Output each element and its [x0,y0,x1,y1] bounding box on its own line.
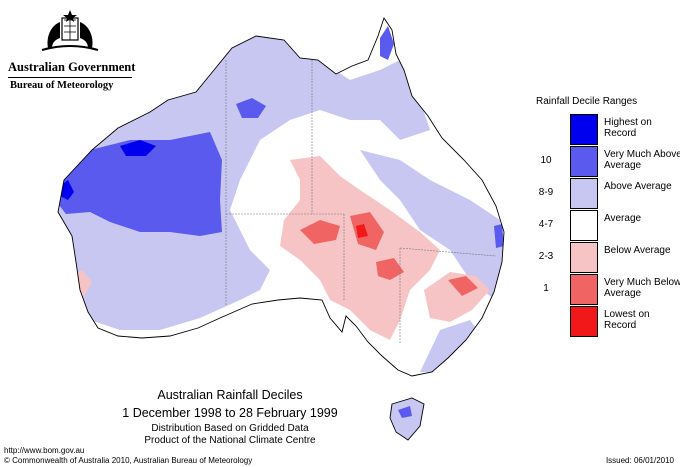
copyright-notice: © Commonwealth of Australia 2010, Austra… [4,456,253,465]
map-title: Australian Rainfall Deciles [157,388,303,402]
legend-item-very-much-below-average: 1 Very Much Below Average [530,274,680,306]
very-much-above-average-north-blob [236,98,266,118]
legend-label: Below Average [604,245,671,256]
legend-label: Highest on Record [604,117,652,139]
legend-label: Very Much Below Average [604,277,680,299]
legend-range: 4-7 [538,219,554,230]
legend-swatch [570,210,598,241]
website-link[interactable]: http://www.bom.gov.au [4,446,85,455]
state-borders [225,60,497,344]
bureau-name: Bureau of Meteorology [10,80,114,91]
map-subtitle-line-1: Distribution Based on Gridded Data [151,423,309,434]
tasmania [389,397,425,441]
government-logo-block: Australian Government Bureau of Meteorol… [0,0,140,100]
coat-of-arms-icon [41,10,99,51]
above-average-region-north [58,30,430,330]
very-much-below-average-central [300,220,340,244]
very-much-below-average-gulf [340,344,362,366]
map-subtitle-line-2: Product of the National Climate Centre [144,435,316,446]
highest-on-record-kimberley [120,140,156,156]
map-subtitle: Distribution Based on Gridded Data Produ… [110,423,350,447]
government-name: Australian Government [8,60,136,74]
legend-swatch [570,178,598,209]
very-much-above-average-capeyork [380,26,394,60]
legend-swatch [570,146,598,177]
legend-item-lowest-on-record: Lowest on Record [530,306,680,338]
issued-date: Issued: 06/01/2010 [605,456,674,465]
legend-item-very-much-above-average: 10 Very Much Above Average [530,146,680,178]
legend-swatch [570,274,598,305]
legend-label: Average [604,213,642,224]
legend-swatch [570,306,598,337]
australia-coastline [57,16,505,377]
legend-range: 8-9 [538,187,554,198]
header-divider [8,77,132,78]
lowest-on-record-patch [356,224,368,238]
legend-range: 1 [543,283,549,294]
legend-label: Above Average [604,181,672,192]
very-much-below-average-nsw [448,276,478,296]
above-average-region-southeast [420,320,485,372]
legend-swatch [570,242,598,273]
legend-swatch [570,114,598,145]
legend-range: 10 [540,155,552,166]
very-much-above-average-west [58,132,222,236]
map-date-range: 1 December 1998 to 28 February 1999 [122,406,338,420]
legend-title: Rainfall Decile Ranges [536,96,638,107]
legend-label: Very Much Above Average [604,149,680,171]
legend-range: 2-3 [538,251,554,262]
legend-item-above-average: 8-9 Above Average [530,178,680,210]
very-much-above-average-northeast [410,74,424,94]
legend-item-highest-on-record: Highest on Record [530,114,680,146]
very-much-below-average-south [376,258,404,280]
above-average-region-east [360,150,504,300]
legend-label: Lowest on Record [604,309,650,331]
legend-item-average: 4-7 Average [530,210,680,242]
tasmania-high-area [398,406,412,418]
below-average-region-gulf [300,320,360,368]
legend-item-below-average: 2-3 Below Average [530,242,680,274]
very-much-below-average-east [350,212,384,250]
very-much-above-average-east-coast [494,224,504,248]
